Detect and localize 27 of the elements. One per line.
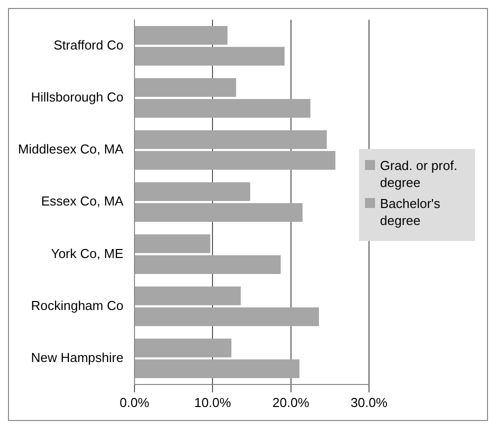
y-tick-label: New Hampshire — [30, 350, 124, 365]
x-tick-label: 0.0% — [120, 394, 150, 410]
y-tick-label: Hillsborough Co — [30, 90, 124, 105]
bar — [134, 151, 336, 170]
legend-label: Grad. or prof. degree — [380, 157, 458, 191]
bar — [134, 359, 300, 378]
bar — [134, 46, 285, 66]
bar — [134, 234, 210, 254]
x-tick-label: 10.0% — [194, 394, 232, 410]
y-tick-label: Strafford Co — [54, 37, 124, 52]
bar — [134, 203, 303, 222]
bar — [134, 307, 319, 326]
bar — [134, 130, 327, 149]
y-tick-label: Middlesex Co, MA — [18, 142, 124, 157]
bar — [134, 78, 236, 97]
y-tick-label: York Co, ME — [50, 246, 124, 261]
y-tick-label: Essex Co, MA — [41, 194, 124, 209]
x-tick-label: 20.0% — [272, 394, 310, 410]
legend-label: Bachelor's degree — [380, 195, 442, 229]
bar — [134, 182, 250, 202]
bar — [134, 286, 241, 306]
bar — [134, 26, 228, 45]
x-tick-label: 30.0% — [350, 394, 388, 410]
y-tick-label: Rockingham Co — [30, 298, 124, 313]
bar — [134, 255, 281, 274]
bar — [134, 338, 232, 358]
bar — [134, 98, 310, 118]
